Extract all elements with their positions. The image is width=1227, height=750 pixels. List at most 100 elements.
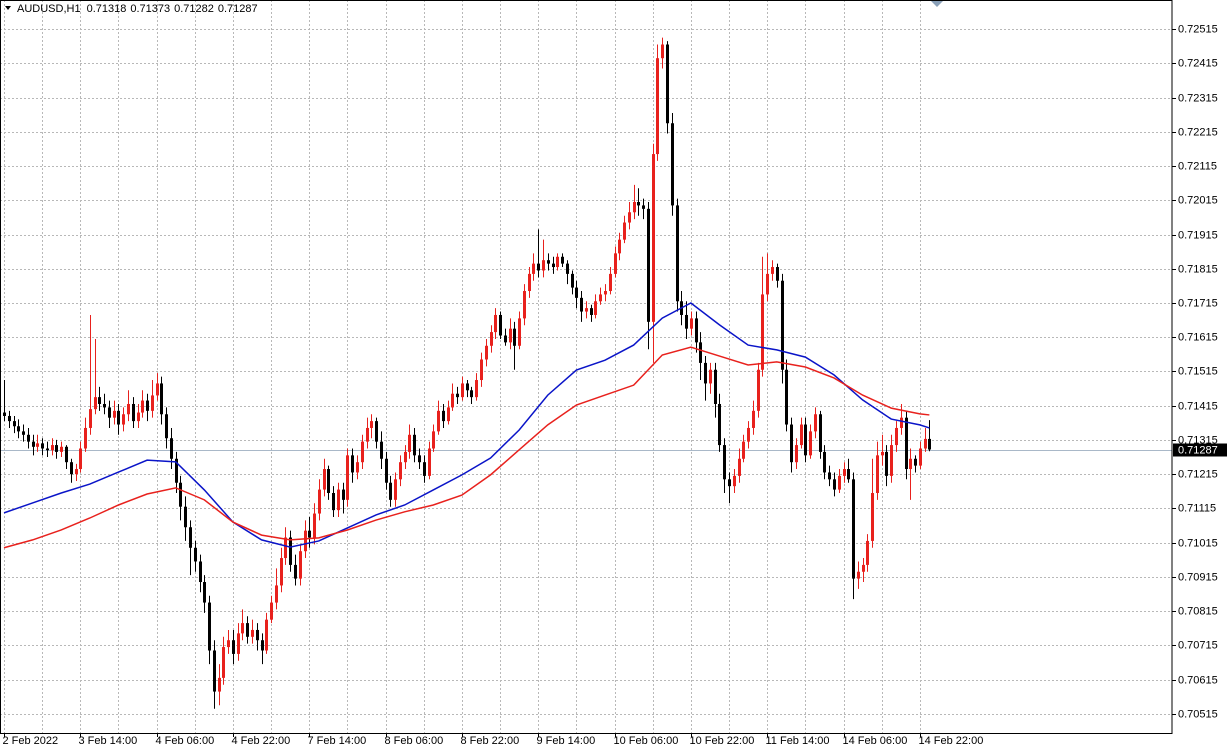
price-label: 0.71287	[1178, 444, 1218, 456]
candle-body	[866, 540, 869, 565]
candle-body	[265, 619, 268, 651]
close-value: 0.71287	[218, 3, 258, 15]
y-tick-label: 0.71215	[1178, 468, 1218, 480]
candle-body	[828, 472, 831, 480]
candle-body	[408, 434, 411, 452]
candle-body	[70, 462, 73, 475]
y-tick-label: 0.70715	[1178, 639, 1218, 651]
candle-body	[518, 318, 521, 346]
candle-body	[542, 260, 545, 271]
candle-body	[456, 393, 459, 398]
candle-body	[604, 291, 607, 295]
candle-body	[757, 369, 760, 411]
candle-body	[924, 438, 927, 449]
y-tick-label: 0.70515	[1178, 708, 1218, 720]
candle-body	[814, 414, 817, 432]
menu-arrow[interactable]	[5, 6, 11, 10]
symbol: AUDUSD,H1	[17, 3, 81, 15]
candle-body	[575, 287, 578, 298]
candle-body	[919, 448, 922, 466]
candle-body	[523, 291, 526, 319]
candle-body	[60, 446, 63, 452]
candle-body	[337, 489, 340, 511]
candle-body	[771, 267, 774, 274]
candle-body	[41, 443, 44, 449]
candle-body	[490, 332, 493, 346]
y-tick-label: 0.70615	[1178, 674, 1218, 686]
y-tick-label: 0.72315	[1178, 92, 1218, 104]
candle-body	[270, 602, 273, 620]
candle-body	[785, 369, 788, 425]
candle-body	[485, 345, 488, 360]
candle-body	[27, 434, 30, 442]
candle-body	[356, 462, 359, 473]
candle-body	[46, 448, 49, 451]
candle-body	[690, 318, 693, 329]
y-tick-label: 0.71715	[1178, 297, 1218, 309]
candle-body	[55, 445, 58, 452]
candle-body	[561, 256, 564, 264]
candle-body	[79, 448, 82, 470]
candle-body	[261, 640, 264, 651]
candle-body	[132, 403, 135, 422]
candle-body	[313, 513, 316, 538]
candle-body	[36, 443, 39, 447]
candle-body	[246, 623, 249, 637]
candle-body	[513, 328, 516, 346]
candle-body	[451, 393, 454, 408]
price-label-box	[1173, 443, 1227, 457]
candle-body	[504, 335, 507, 343]
candle-body	[447, 407, 450, 422]
shift-marker[interactable]	[931, 1, 943, 7]
candle-body	[389, 482, 392, 500]
candle-body	[647, 208, 650, 322]
candle-body	[742, 441, 745, 459]
y-tick-label: 0.72515	[1178, 23, 1218, 35]
candle-body	[8, 415, 11, 422]
candle-body	[590, 308, 593, 315]
candle-body	[251, 629, 254, 637]
y-tick-label: 0.72215	[1178, 126, 1218, 138]
x-tick-label: 4 Feb 06:00	[156, 735, 215, 747]
candle-body	[709, 369, 712, 384]
candle-body	[618, 239, 621, 254]
candle-body	[628, 212, 631, 223]
candle-body	[671, 123, 674, 206]
candle-body	[127, 403, 130, 415]
chart-header: AUDUSD,H1 0.71318 0.71373 0.71282 0.71287	[17, 3, 258, 15]
candle-body	[113, 410, 116, 418]
candle-body	[728, 479, 731, 487]
candle-body	[633, 201, 636, 213]
candle-body	[327, 469, 330, 494]
candle-body	[661, 44, 664, 59]
candle-body	[738, 458, 741, 476]
y-tick-label: 0.71015	[1178, 537, 1218, 549]
y-tick-label: 0.71615	[1178, 331, 1218, 343]
y-tick-label: 0.71815	[1178, 263, 1218, 275]
candle-body	[718, 403, 721, 446]
candle-body	[823, 451, 826, 473]
candle-body	[571, 273, 574, 288]
candle-body	[614, 253, 617, 274]
candle-body	[32, 441, 35, 447]
candle-body	[75, 469, 78, 475]
candle-body	[318, 489, 321, 514]
candle-body	[222, 647, 225, 678]
x-tick-label: 9 Feb 14:00	[537, 735, 596, 747]
candle-body	[289, 537, 292, 565]
candle-body	[599, 294, 602, 302]
candle-body	[895, 427, 898, 446]
candle-body	[790, 424, 793, 463]
candle-body	[156, 383, 159, 396]
candle-body	[89, 409, 92, 428]
candle-body	[819, 414, 822, 452]
candle-body	[418, 455, 421, 463]
candle-body	[256, 629, 259, 641]
candle-body	[117, 410, 120, 425]
candle-body	[928, 438, 931, 450]
candle-body	[800, 424, 803, 446]
candle-body	[847, 469, 850, 480]
candle-body	[394, 479, 397, 500]
candle-body	[804, 424, 807, 456]
